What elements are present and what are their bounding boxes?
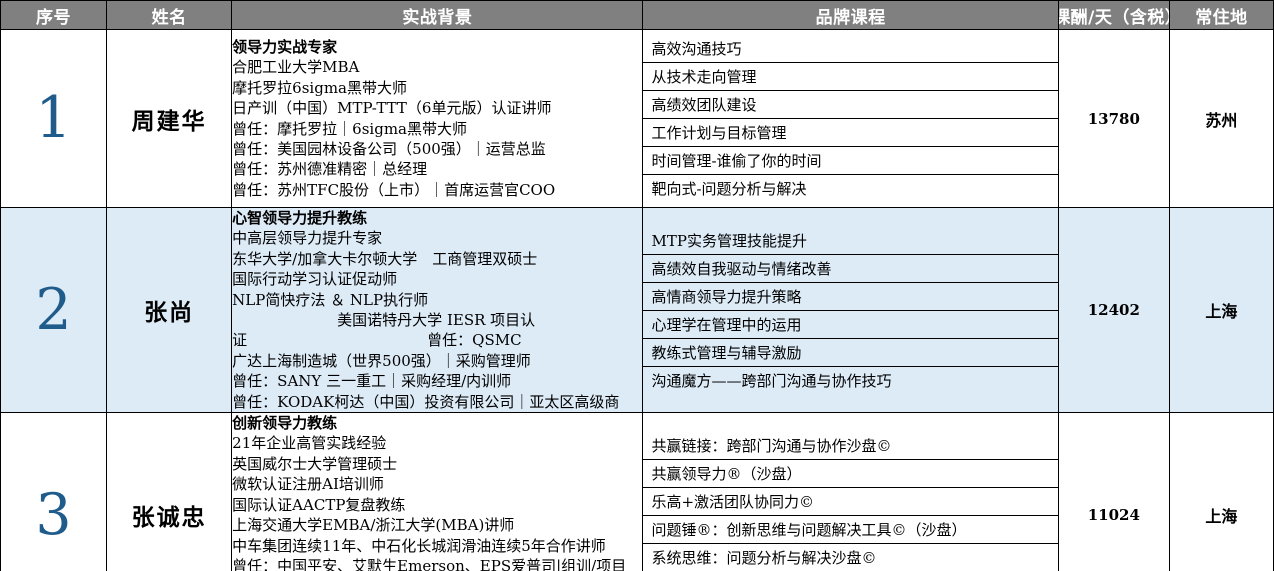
- course-row: 靶向式-问题分析与解决: [643, 174, 1058, 202]
- cell-background: 领导力实战专家合肥工业大学MBA 摩托罗拉6sigma黑带大师日产训（中国）MTP…: [231, 29, 644, 208]
- background-line: 中车集团连续11年、中石化长城润滑油连续5年合作讲师: [232, 536, 606, 555]
- column-header-name: 姓名: [106, 0, 233, 30]
- background-line: 曾任：KODAK柯达（中国）投资有限公司｜亚太区高级商: [232, 392, 620, 411]
- course-row: 心理学在管理中的运用: [643, 309, 1058, 339]
- background-line: 21年企业高管实践经验: [232, 434, 387, 453]
- background-line: 曾任：摩托罗拉｜6sigma黑带大师: [232, 119, 467, 138]
- cell-index: 1: [0, 29, 108, 208]
- column-header-city: 常住地: [1168, 0, 1274, 30]
- course-item: 教练式管理与辅导激励: [643, 337, 1058, 367]
- background-line: 微软认证注册AI培训师: [232, 475, 384, 494]
- cell-index: 3: [0, 412, 108, 571]
- column-header-fee: 课酬/天（含税）: [1057, 0, 1170, 30]
- course-item: 时间管理-谁偷了你的时间: [643, 146, 1058, 175]
- background-line: 东华大学/加拿大卡尔顿大学 工商管理双硕士: [232, 249, 538, 268]
- background-line: 美国诺特丹大学 IESR 项目认: [232, 311, 536, 330]
- background-line: 摩托罗拉6sigma黑带大师: [232, 78, 407, 97]
- header-row: 序号 姓名 实战背景 品牌课程 课酬/天（含税） 常住地: [0, 0, 1274, 30]
- course-item: 高效沟通技巧: [643, 35, 1058, 63]
- cell-courses: 共赢链接：跨部门沟通与协作沙盘© 共赢领导力®（沙盘） 乐高+激活团队协同力© 问题锤…: [642, 412, 1059, 571]
- course-row: 乐高+激活团队协同力©: [643, 486, 1058, 516]
- course-item: 共赢领导力®（沙盘）: [643, 458, 1058, 488]
- cell-trainer-name: 张诚忠: [106, 412, 233, 571]
- table-body: 1 周建华 领导力实战专家合肥工业大学MBA 摩托罗拉6sigma黑带大师日产训（中国…: [0, 29, 1274, 571]
- background-line: 曾任：SANY 三一重工｜采购经理/内训师: [232, 372, 512, 391]
- course-item: 从技术走向管理: [643, 62, 1058, 91]
- course-item: 高绩效自我驱动与情绪改善: [643, 253, 1058, 283]
- cell-courses: MTP实务管理技能提升 高绩效自我驱动与情绪改善 高情商领导力提升策略 心理学在管理中…: [642, 206, 1059, 414]
- background-line: 国际行动学习认证促动师: [232, 270, 398, 289]
- column-header-background: 实战背景: [231, 0, 644, 30]
- background-text-block: 创新领导力教练 21年企业高管实践经验 英国威尔士大学管理硕士 微软认证注册AI培训师…: [232, 414, 642, 571]
- course-list: MTP实务管理技能提升 高绩效自我驱动与情绪改善 高情商领导力提升策略 心理学在管理中…: [643, 226, 1058, 394]
- course-item: MTP实务管理技能提升: [643, 226, 1058, 255]
- course-row: 问题锤®：创新思维与问题解决工具©（沙盘）: [643, 514, 1058, 544]
- course-row: 高绩效团队建设: [643, 90, 1058, 119]
- course-row: MTP实务管理技能提升: [643, 226, 1058, 255]
- cell-index: 2: [0, 206, 108, 414]
- background-line: 曾任：苏州德准精密｜总经理: [232, 160, 428, 179]
- background-line: 中高层领导力提升专家: [232, 229, 383, 248]
- cell-courses: 高效沟通技巧 从技术走向管理 高绩效团队建设 工作计划与目标管理 时间管理-谁偷了你的时…: [642, 29, 1059, 208]
- course-row: 沟通魔方——跨部门沟通与协作技巧: [643, 365, 1058, 394]
- course-row: 时间管理-谁偷了你的时间: [643, 146, 1058, 175]
- cell-city: 上海: [1168, 412, 1274, 571]
- background-line: NLP简快疗法 ＆ NLP执行师: [232, 290, 429, 309]
- table-row: 1 周建华 领导力实战专家合肥工业大学MBA 摩托罗拉6sigma黑带大师日产训（中国…: [0, 29, 1274, 208]
- background-text-block: 领导力实战专家合肥工业大学MBA 摩托罗拉6sigma黑带大师日产训（中国）MTP…: [232, 37, 642, 200]
- background-line: 国际认证AACTP复盘教练: [232, 495, 406, 514]
- background-line: 日产训（中国）MTP-TTT（6单元版）认证讲师: [232, 99, 552, 118]
- background-line: 证 曾任：QSMC: [232, 331, 522, 350]
- cell-daily-fee: 13780: [1057, 29, 1170, 208]
- course-row: 高绩效自我驱动与情绪改善: [643, 253, 1058, 283]
- cell-background: 心智领导力提升教练 中高层领导力提升专家 东华大学/加拿大卡尔顿大学 工商管理双硕士…: [231, 206, 644, 414]
- course-item: 共赢链接：跨部门沟通与协作沙盘©: [643, 431, 1058, 460]
- course-row: 共赢领导力®（沙盘）: [643, 458, 1058, 488]
- table-row: 2 张尚 心智领导力提升教练 中高层领导力提升专家 东华大学/加拿大卡尔顿大学 工商管理…: [0, 206, 1274, 414]
- course-row: 教练式管理与辅导激励: [643, 337, 1058, 367]
- background-title: 心智领导力提升教练: [232, 209, 368, 227]
- cell-city: 上海: [1168, 206, 1274, 414]
- cell-background: 创新领导力教练 21年企业高管实践经验 英国威尔士大学管理硕士 微软认证注册AI培训师…: [231, 412, 644, 571]
- table-row: 3 张诚忠 创新领导力教练 21年企业高管实践经验 英国威尔士大学管理硕士 微软认证注册A…: [0, 412, 1274, 571]
- column-header-index: 序号: [0, 0, 108, 30]
- course-row: 高情商领导力提升策略: [643, 281, 1058, 311]
- course-item: 问题锤®：创新思维与问题解决工具©（沙盘）: [643, 514, 1058, 544]
- course-item: 高情商领导力提升策略: [643, 281, 1058, 311]
- background-line: 曾任：苏州TFC股份（上市）｜首席运营官COO: [232, 180, 556, 199]
- course-item: 乐高+激活团队协同力©: [643, 486, 1058, 516]
- background-line: 英国威尔士大学管理硕士: [232, 454, 398, 473]
- course-item: 靶向式-问题分析与解决: [643, 174, 1058, 202]
- course-row: 系统思维：问题分析与解决沙盘©: [643, 542, 1058, 571]
- course-row: 共赢链接：跨部门沟通与协作沙盘©: [643, 431, 1058, 460]
- course-item: 高绩效团队建设: [643, 90, 1058, 119]
- background-line: 上海交通大学EMBA/浙江大学(MBA)讲师: [232, 516, 515, 535]
- table-header: 序号 姓名 实战背景 品牌课程 课酬/天（含税） 常住地: [0, 0, 1274, 30]
- cell-trainer-name: 周建华: [106, 29, 233, 208]
- background-line: 合肥工业大学MBA: [232, 58, 360, 77]
- background-line: 曾任：美国园林设备公司（500强）｜运营总监: [232, 139, 546, 158]
- course-row: 高效沟通技巧: [643, 35, 1058, 63]
- background-line: 曾任：中国平安、艾默生Emerson、EPS爱普司|组训/项目: [232, 556, 627, 571]
- cell-trainer-name: 张尚: [106, 206, 233, 414]
- background-title: 创新领导力教练: [232, 414, 338, 433]
- course-item: 沟通魔方——跨部门沟通与协作技巧: [643, 365, 1058, 394]
- course-item: 系统思维：问题分析与解决沙盘©: [643, 542, 1058, 571]
- course-item: 工作计划与目标管理: [643, 118, 1058, 147]
- background-line: 广达上海制造城（世界500强）｜采购管理师: [232, 351, 531, 370]
- background-title: 领导力实战专家: [232, 37, 338, 56]
- cell-daily-fee: 11024: [1057, 412, 1170, 571]
- background-text-block: 心智领导力提升教练 中高层领导力提升专家 东华大学/加拿大卡尔顿大学 工商管理双硕士…: [232, 209, 642, 412]
- course-row: 从技术走向管理: [643, 62, 1058, 91]
- course-list: 高效沟通技巧 从技术走向管理 高绩效团队建设 工作计划与目标管理 时间管理-谁偷了你的时…: [643, 35, 1058, 202]
- column-header-courses: 品牌课程: [642, 0, 1059, 30]
- course-row: 工作计划与目标管理: [643, 118, 1058, 147]
- course-list: 共赢链接：跨部门沟通与协作沙盘© 共赢领导力®（沙盘） 乐高+激活团队协同力© 问题锤…: [643, 431, 1058, 571]
- cell-city: 苏州: [1168, 29, 1274, 208]
- course-item: 心理学在管理中的运用: [643, 309, 1058, 339]
- cell-daily-fee: 12402: [1057, 206, 1170, 414]
